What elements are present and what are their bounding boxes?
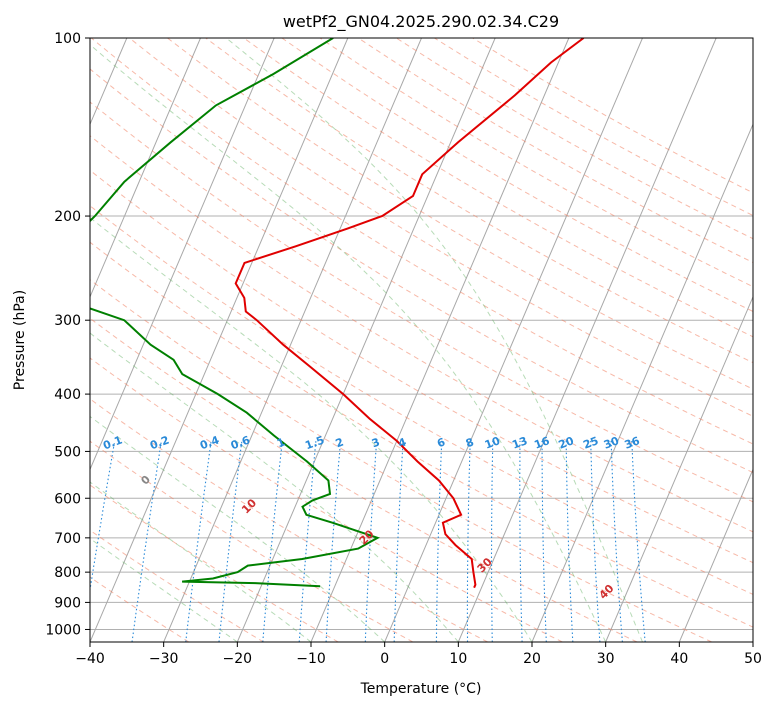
mixing-ratio-label: 3 [370, 436, 382, 451]
dry-adiabat-line [90, 398, 488, 642]
y-axis-label: Pressure (hPa) [12, 290, 28, 390]
mixing-ratio-line [185, 440, 212, 642]
temperature-trace [234, 38, 585, 589]
mixing-ratio-line [565, 440, 574, 642]
mixing-ratio-label: 10 [483, 434, 502, 452]
moist-adiabat-line [225, 38, 643, 642]
y-tick-label: 400 [54, 387, 81, 403]
isotherm-line [236, 38, 496, 642]
y-tick-label: 300 [54, 313, 81, 329]
dry-adiabat-line [90, 440, 414, 642]
dry-adiabat-line [281, 38, 753, 313]
mixing-ratio-line [90, 440, 116, 594]
mixing-ratio-label: 30 [602, 434, 621, 452]
x-tick-label: 0 [380, 651, 389, 667]
mixing-ratio-line [590, 440, 601, 642]
chart-title: wetPf2_GN04.2025.290.02.34.C29 [283, 12, 559, 32]
mixing-ratio-label: 1.5 [303, 434, 326, 453]
x-tick-label: −20 [223, 651, 253, 667]
x-tick-label: 30 [597, 651, 615, 667]
x-axis-label: Temperature (°C) [360, 681, 482, 697]
isotherm-line [90, 38, 201, 299]
mixing-ratio-line [490, 440, 494, 642]
mixing-ratio-label: 13 [510, 434, 529, 451]
moist-adiabat-line [90, 537, 238, 642]
mixing-ratio-label: 1 [275, 436, 287, 451]
isotherm-line [90, 38, 349, 642]
mixing-ratio-line [298, 440, 317, 642]
mixing-ratio-line [631, 440, 646, 642]
mixing-ratio-line [364, 440, 378, 642]
mixing-ratio-line [325, 440, 342, 642]
x-tick-label: 50 [744, 651, 762, 667]
x-tick-label: −10 [296, 651, 326, 667]
mixing-ratio-line [218, 440, 243, 642]
isotherm-line [384, 38, 643, 642]
moist-adiabat-line [90, 481, 312, 642]
y-tick-label: 900 [54, 595, 81, 611]
dry-adiabat-line [90, 357, 563, 642]
x-tick-label: −40 [75, 651, 105, 667]
moist-adiabat-line [90, 415, 386, 642]
y-tick-label: 200 [54, 209, 81, 225]
mixing-ratio-label: 36 [623, 434, 642, 452]
isotherm-line [678, 468, 753, 642]
mixing-ratio-line [262, 440, 283, 642]
dry-adiabat-line [90, 484, 339, 642]
x-tick-label: 20 [523, 651, 541, 667]
mixing-ratio-line [435, 440, 443, 642]
mixing-ratio-line [131, 440, 162, 642]
moist-adiabat-line [90, 216, 533, 642]
y-tick-label: 600 [54, 491, 81, 507]
plot-frame [89, 37, 754, 643]
mixing-ratio-label: 16 [532, 434, 551, 452]
dry-adiabat-line [129, 38, 753, 417]
isotherm-line [605, 295, 753, 642]
mixing-ratio-label: 8 [464, 436, 476, 451]
mixing-ratio-line [519, 440, 523, 642]
y-tick-label: 700 [54, 531, 81, 547]
plot-area: -100-90-80-70-60-50-40-30-20-10010203040… [90, 38, 753, 642]
mixing-ratio-label: 20 [557, 434, 576, 452]
mixing-ratio-label: 0.2 [148, 433, 171, 452]
x-tick-label: 10 [449, 651, 467, 667]
isotherm-line [163, 38, 422, 642]
mixing-ratio-label: 6 [435, 435, 447, 450]
axes: −40 −30 −20 −10 0 10 20 30 40 5010020030040050060… [45, 31, 762, 667]
mixing-ratio-line [393, 440, 404, 642]
isotherm-line [457, 38, 717, 642]
mixing-ratio-line [610, 440, 623, 642]
moist-adiabat-line [90, 332, 459, 642]
mixing-ratio-label: 0.6 [229, 433, 252, 452]
mixing-ratio-label: 0.1 [101, 434, 124, 453]
mixing-ratio-label: 0.4 [198, 433, 221, 452]
y-tick-label: 100 [54, 31, 81, 47]
dewpoint-trace [90, 38, 381, 588]
mixing-ratio-line [541, 440, 547, 642]
y-tick-label: 500 [54, 444, 81, 460]
dry-adiabat-line [205, 38, 753, 364]
mixing-ratio-label: 25 [581, 434, 600, 451]
dry-adiabat-line [90, 169, 753, 564]
mixing-ratio-label: 4 [397, 435, 409, 450]
mixing-ratio-line [466, 440, 471, 642]
isotherm-line [531, 123, 753, 642]
x-tick-label: 40 [670, 651, 688, 667]
x-tick-label: −30 [149, 651, 179, 667]
y-tick-label: 800 [54, 565, 81, 581]
mixing-ratio-label: 2 [334, 436, 346, 451]
dry-adiabat-line [90, 68, 753, 474]
dry-adiabat-line [90, 205, 753, 595]
y-tick-label: 1000 [45, 622, 81, 638]
dry-adiabat-line [90, 135, 753, 533]
moist-adiabat-line [90, 44, 607, 642]
dry-adiabat-line [90, 241, 753, 628]
